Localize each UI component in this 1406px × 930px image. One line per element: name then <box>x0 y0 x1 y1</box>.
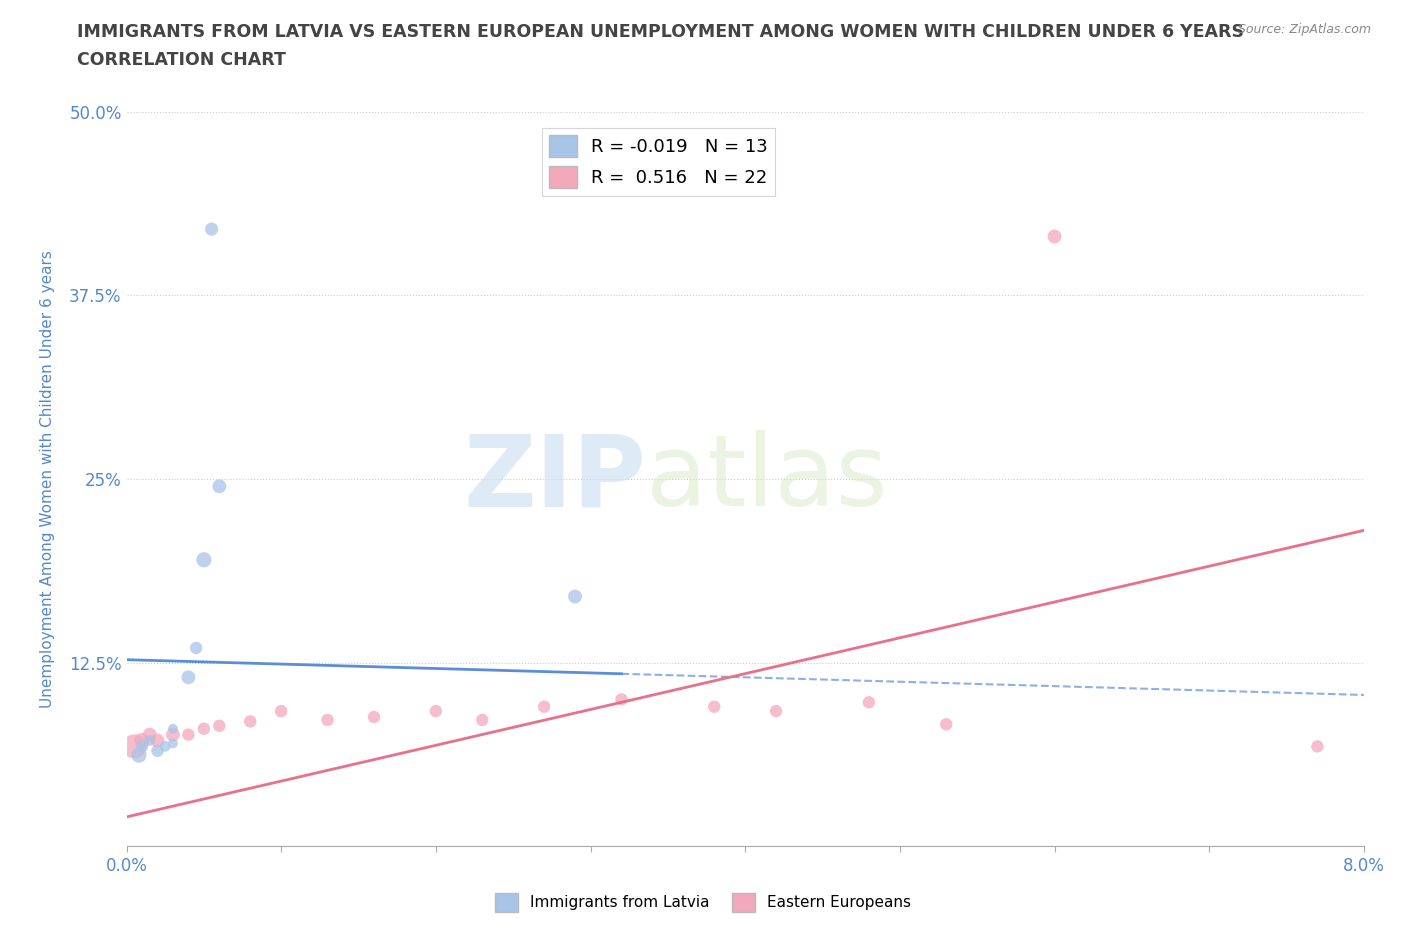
Text: Source: ZipAtlas.com: Source: ZipAtlas.com <box>1237 23 1371 36</box>
Point <box>124 739 146 754</box>
Point <box>153 739 177 754</box>
Text: CORRELATION CHART: CORRELATION CHART <box>77 51 287 69</box>
Text: atlas: atlas <box>647 431 887 527</box>
Point <box>138 727 162 742</box>
Point <box>316 712 339 727</box>
Point <box>146 743 169 758</box>
Point <box>270 704 292 719</box>
Point <box>471 712 494 727</box>
Legend: R = -0.019   N = 13, R =  0.516   N = 22: R = -0.019 N = 13, R = 0.516 N = 22 <box>543 128 775 195</box>
Point <box>425 704 447 719</box>
Point <box>533 699 555 714</box>
Point <box>193 722 215 737</box>
Point <box>564 589 586 604</box>
Point <box>363 710 385 724</box>
Point <box>131 739 153 754</box>
Point <box>858 695 880 710</box>
Text: IMMIGRANTS FROM LATVIA VS EASTERN EUROPEAN UNEMPLOYMENT AMONG WOMEN WITH CHILDRE: IMMIGRANTS FROM LATVIA VS EASTERN EUROPE… <box>77 23 1244 41</box>
Point <box>128 748 150 763</box>
Point <box>703 699 725 714</box>
Point <box>1306 739 1329 754</box>
Point <box>208 718 231 733</box>
Point <box>162 722 184 737</box>
Point <box>177 670 200 684</box>
Point <box>131 733 153 748</box>
Point <box>200 221 222 236</box>
Point <box>1043 229 1066 244</box>
Point <box>765 704 787 719</box>
Point <box>610 692 633 707</box>
Point <box>146 733 169 748</box>
Point <box>193 552 215 567</box>
Point <box>239 714 262 729</box>
Point <box>162 727 184 742</box>
Point <box>208 479 231 494</box>
Text: ZIP: ZIP <box>464 431 647 527</box>
Y-axis label: Unemployment Among Women with Children Under 6 years: Unemployment Among Women with Children U… <box>41 250 55 708</box>
Point <box>186 641 208 656</box>
Legend: Immigrants from Latvia, Eastern Europeans: Immigrants from Latvia, Eastern European… <box>488 887 918 918</box>
Point <box>935 717 957 732</box>
Point <box>162 736 184 751</box>
Point <box>138 733 162 748</box>
Point <box>177 727 200 742</box>
